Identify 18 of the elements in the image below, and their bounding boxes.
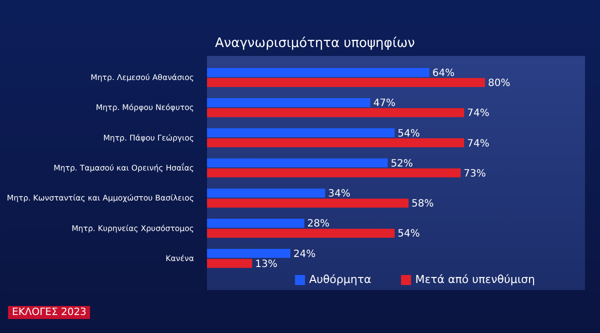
data-label: 52% [390,158,413,170]
data-label: 24% [293,248,316,260]
data-label: 74% [467,138,490,150]
data-label: 54% [398,228,420,240]
data-label: 34% [328,188,350,200]
data-label: 28% [307,218,330,230]
legend-label: Αυθόρμητα [309,273,372,286]
legend-label: Μετά από υπενθύμιση [415,273,535,286]
data-label: 73% [464,168,486,180]
data-label: 54% [398,128,420,140]
chart-title: Αναγνωρισιμότητα υποψηφίων [215,36,415,51]
text: ΕΚΛΟΓΕΣ 2023 [8,306,90,319]
data-label: 58% [412,198,434,210]
data-label: 47% [373,98,396,110]
data-label: 80% [488,78,510,89]
data-label: 13% [255,258,278,270]
data-label: 64% [432,68,455,79]
data-label: 74% [467,108,490,120]
